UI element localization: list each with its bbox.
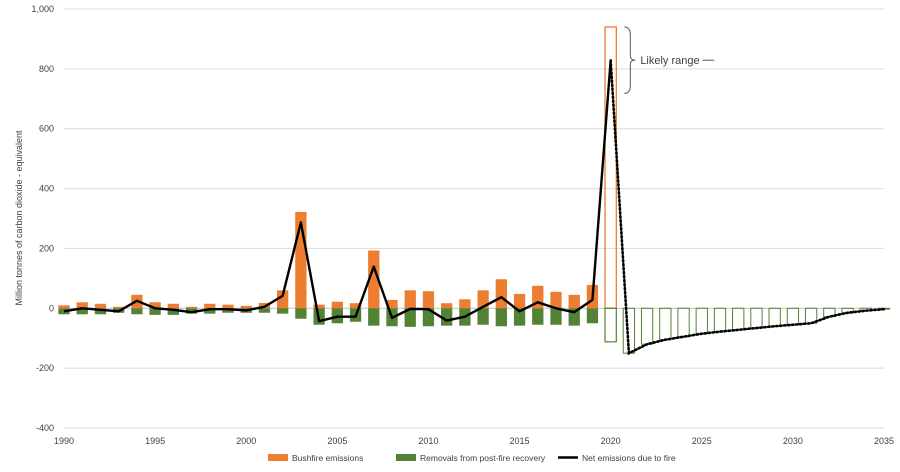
removal-bar bbox=[404, 308, 416, 327]
bushfire-bar bbox=[513, 293, 526, 309]
bushfire-bar bbox=[349, 303, 362, 309]
gridlines bbox=[64, 8, 884, 429]
removal-bar bbox=[422, 308, 435, 327]
x-tick-label: 2005 bbox=[327, 436, 347, 446]
removal-bar bbox=[477, 308, 489, 325]
x-tick-label: 2010 bbox=[418, 436, 438, 446]
legend-item: Removals from post-fire recovery bbox=[396, 453, 546, 463]
y-tick-label: 600 bbox=[39, 124, 54, 134]
removal-bar bbox=[513, 308, 526, 326]
bars bbox=[58, 26, 891, 354]
bushfire-bar bbox=[295, 211, 307, 309]
y-axis: 1,000 800 600 400 200 0 -200 -400 bbox=[31, 4, 54, 433]
legend-swatch bbox=[268, 454, 288, 461]
bushfire-bar bbox=[331, 301, 343, 309]
bushfire-bar bbox=[277, 290, 289, 309]
y-tick-label: 800 bbox=[39, 64, 54, 74]
removal-bar bbox=[368, 308, 380, 326]
bushfire-bar bbox=[113, 306, 125, 309]
net-lines bbox=[63, 59, 886, 356]
removal-bar bbox=[441, 308, 453, 326]
removal-bar bbox=[94, 308, 107, 315]
x-tick-label: 2000 bbox=[236, 436, 256, 446]
y-axis-label: Million tonnes of carbon dioxide - equiv… bbox=[14, 130, 24, 306]
x-tick-label: 2035 bbox=[874, 436, 894, 446]
likely-range-annotation: Likely range bbox=[624, 26, 715, 94]
y-tick-label: -200 bbox=[36, 363, 54, 373]
bushfire-bar bbox=[222, 304, 234, 309]
x-tick-label: 2020 bbox=[601, 436, 621, 446]
projected-removal-bar bbox=[695, 307, 708, 335]
bushfire-bar bbox=[532, 285, 544, 309]
x-tick-label: 2030 bbox=[783, 436, 803, 446]
x-tick-label: 2015 bbox=[510, 436, 530, 446]
projected-removal-bar bbox=[713, 307, 727, 333]
legend-label: Bushfire emissions bbox=[292, 453, 363, 463]
removal-bar bbox=[295, 308, 307, 319]
y-tick-label: -400 bbox=[36, 423, 54, 433]
projected-removal-bar bbox=[677, 307, 690, 338]
bushfire-bar bbox=[404, 290, 416, 309]
net-emissions-line bbox=[63, 60, 612, 323]
likely-range-label: Likely range bbox=[640, 55, 699, 67]
x-tick-label: 1990 bbox=[54, 436, 74, 446]
legend-label: Net emissions due to fire bbox=[582, 453, 676, 463]
range-bracket bbox=[624, 26, 636, 94]
y-tick-label: 400 bbox=[39, 184, 54, 194]
removal-bar bbox=[222, 308, 234, 313]
removal-bar bbox=[550, 308, 562, 325]
bushfire-bar bbox=[240, 305, 252, 309]
bushfire-bar bbox=[422, 291, 435, 309]
bushfire-bar bbox=[149, 302, 161, 309]
bushfire-bar bbox=[58, 305, 70, 309]
bushfire-bar bbox=[368, 250, 380, 309]
legend-swatch bbox=[396, 454, 416, 461]
bushfire-bar bbox=[185, 306, 198, 309]
bushfire-bar bbox=[167, 303, 179, 309]
bushfire-bar bbox=[568, 294, 580, 309]
removal-bar bbox=[76, 308, 88, 315]
x-tick-label: 1995 bbox=[145, 436, 165, 446]
removal-bar bbox=[586, 308, 599, 324]
y-tick-label: 0 bbox=[49, 303, 54, 313]
removal-bar bbox=[204, 308, 216, 314]
bushfire-bar bbox=[477, 290, 489, 309]
bushfire-bar bbox=[459, 299, 471, 309]
projected-removal-bar bbox=[750, 307, 763, 329]
removal-bar bbox=[258, 308, 271, 313]
legend: Bushfire emissions Removals from post-fir… bbox=[268, 453, 676, 463]
removal-bar bbox=[532, 308, 544, 325]
projected-removal-bar bbox=[786, 307, 800, 326]
removal-bar bbox=[568, 308, 580, 326]
removal-bar bbox=[167, 308, 179, 315]
removal-bar bbox=[495, 308, 507, 327]
projected-removal-bar bbox=[768, 307, 781, 327]
removal-bar bbox=[131, 308, 143, 315]
legend-label: Removals from post-fire recovery bbox=[420, 453, 546, 463]
bushfire-bar bbox=[76, 302, 88, 309]
projected-removal-bar bbox=[659, 307, 672, 341]
removal-2020-bar bbox=[604, 307, 617, 343]
removal-bar bbox=[149, 308, 161, 315]
y-tick-label: 200 bbox=[39, 243, 54, 253]
bushfire-bar bbox=[313, 304, 325, 309]
bushfire-bar bbox=[495, 279, 507, 309]
removal-bar bbox=[58, 308, 70, 315]
bushfire-bar bbox=[441, 303, 453, 309]
net-emissions-projection-line bbox=[609, 59, 886, 356]
projected-removal-bar bbox=[640, 307, 654, 345]
x-axis: 1990 1995 2000 2005 2010 2015 2020 2025 2030 2035 bbox=[54, 436, 894, 446]
y-tick-label: 1,000 bbox=[31, 4, 54, 14]
bushfire-bar bbox=[550, 291, 562, 309]
x-tick-label: 2025 bbox=[692, 436, 712, 446]
bushfire-bar bbox=[386, 299, 398, 309]
bushfire-bar bbox=[94, 303, 107, 309]
removal-bar bbox=[277, 308, 289, 314]
legend-item: Net emissions due to fire bbox=[558, 453, 676, 463]
bushfire-bar bbox=[204, 303, 216, 309]
legend-item: Bushfire emissions bbox=[268, 453, 363, 463]
projected-removal-bar bbox=[732, 307, 745, 331]
